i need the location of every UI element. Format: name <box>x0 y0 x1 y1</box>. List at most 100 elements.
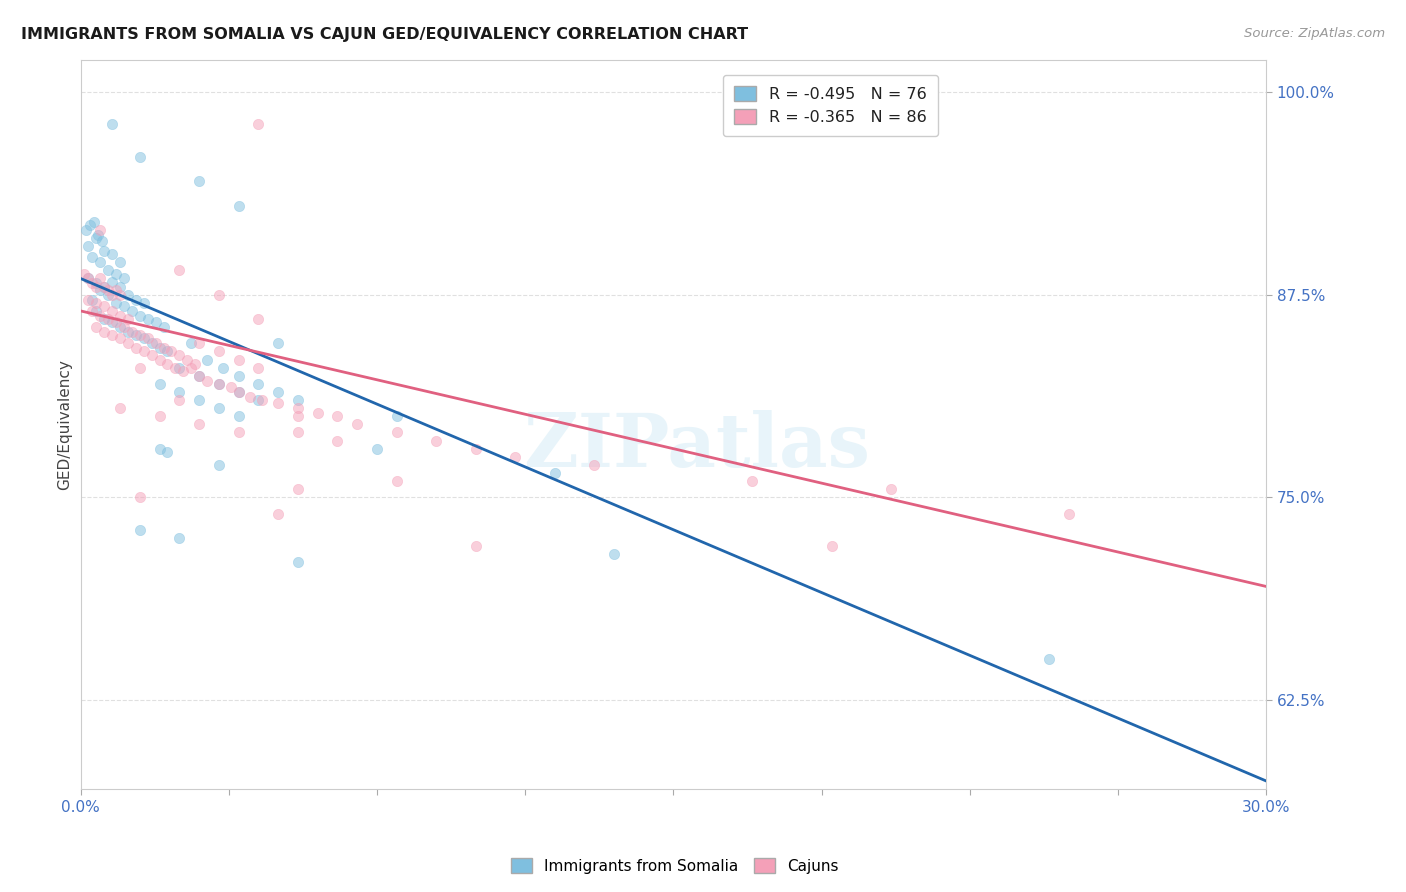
Point <box>583 458 606 472</box>
Point <box>195 374 218 388</box>
Point <box>169 360 191 375</box>
Y-axis label: GED/Equivalency: GED/Equivalency <box>58 359 72 490</box>
Point <box>86 295 108 310</box>
Point <box>141 348 163 362</box>
Point <box>195 352 218 367</box>
Point <box>89 255 111 269</box>
Point <box>169 531 191 545</box>
Point <box>326 434 349 448</box>
Point <box>385 425 408 440</box>
Point <box>228 198 250 212</box>
Point <box>267 336 290 351</box>
Point <box>385 474 408 488</box>
Point <box>464 442 486 456</box>
Point <box>148 341 170 355</box>
Point <box>228 384 250 399</box>
Point <box>169 263 191 277</box>
Point <box>128 328 150 343</box>
Point <box>105 295 128 310</box>
Text: IMMIGRANTS FROM SOMALIA VS CAJUN GED/EQUIVALENCY CORRELATION CHART: IMMIGRANTS FROM SOMALIA VS CAJUN GED/EQU… <box>21 27 748 42</box>
Point <box>148 352 170 367</box>
Point <box>93 244 115 258</box>
Point <box>128 523 150 537</box>
Point <box>108 309 131 323</box>
Text: Source: ZipAtlas.com: Source: ZipAtlas.com <box>1244 27 1385 40</box>
Point <box>188 336 211 351</box>
Point <box>208 344 231 359</box>
Point <box>128 309 150 323</box>
Point <box>287 409 309 424</box>
Point <box>136 312 159 326</box>
Point <box>267 507 290 521</box>
Legend: R = -0.495   N = 76, R = -0.365   N = 86: R = -0.495 N = 76, R = -0.365 N = 86 <box>723 75 938 136</box>
Point <box>228 425 250 440</box>
Point <box>228 368 250 383</box>
Point <box>366 442 388 456</box>
Point <box>247 360 270 375</box>
Point <box>267 396 290 410</box>
Point <box>93 279 115 293</box>
Point <box>79 218 101 232</box>
Point <box>91 234 114 248</box>
Point <box>287 392 309 407</box>
Point <box>132 344 155 359</box>
Point <box>86 279 108 293</box>
Point <box>141 336 163 351</box>
Point <box>169 392 191 407</box>
Point <box>105 315 128 329</box>
Point <box>169 384 191 399</box>
Point <box>544 466 567 480</box>
Point <box>101 304 124 318</box>
Point <box>112 271 135 285</box>
Point <box>287 425 309 440</box>
Text: ZIPatlas: ZIPatlas <box>523 409 870 483</box>
Point <box>101 247 124 261</box>
Point <box>101 118 124 132</box>
Point <box>169 348 191 362</box>
Point <box>208 287 231 301</box>
Point <box>101 328 124 343</box>
Point <box>132 331 155 345</box>
Point <box>82 293 104 307</box>
Point <box>145 315 167 329</box>
Point <box>82 251 104 265</box>
Point <box>156 358 179 372</box>
Point <box>117 287 139 301</box>
Point <box>505 450 527 464</box>
Point <box>148 442 170 456</box>
Point <box>188 174 211 188</box>
Point <box>77 271 100 285</box>
Point <box>148 409 170 424</box>
Point <box>105 267 128 281</box>
Point <box>121 304 143 318</box>
Point <box>184 358 207 372</box>
Point <box>77 239 100 253</box>
Point <box>156 344 179 359</box>
Legend: Immigrants from Somalia, Cajuns: Immigrants from Somalia, Cajuns <box>505 852 845 880</box>
Point <box>77 271 100 285</box>
Point <box>73 267 96 281</box>
Point <box>172 364 194 378</box>
Point <box>108 287 131 301</box>
Point <box>228 384 250 399</box>
Point <box>252 392 274 407</box>
Point <box>219 380 242 394</box>
Point <box>160 344 183 359</box>
Point <box>101 315 124 329</box>
Point <box>208 376 231 391</box>
Point <box>346 417 368 432</box>
Point <box>83 215 105 229</box>
Point <box>87 227 110 242</box>
Point <box>880 482 903 496</box>
Point <box>145 336 167 351</box>
Point <box>86 231 108 245</box>
Point <box>247 376 270 391</box>
Point <box>136 331 159 345</box>
Point <box>112 299 135 313</box>
Point <box>180 360 202 375</box>
Point <box>1038 652 1060 666</box>
Point <box>132 295 155 310</box>
Point <box>1057 507 1080 521</box>
Point <box>125 293 148 307</box>
Point <box>464 539 486 553</box>
